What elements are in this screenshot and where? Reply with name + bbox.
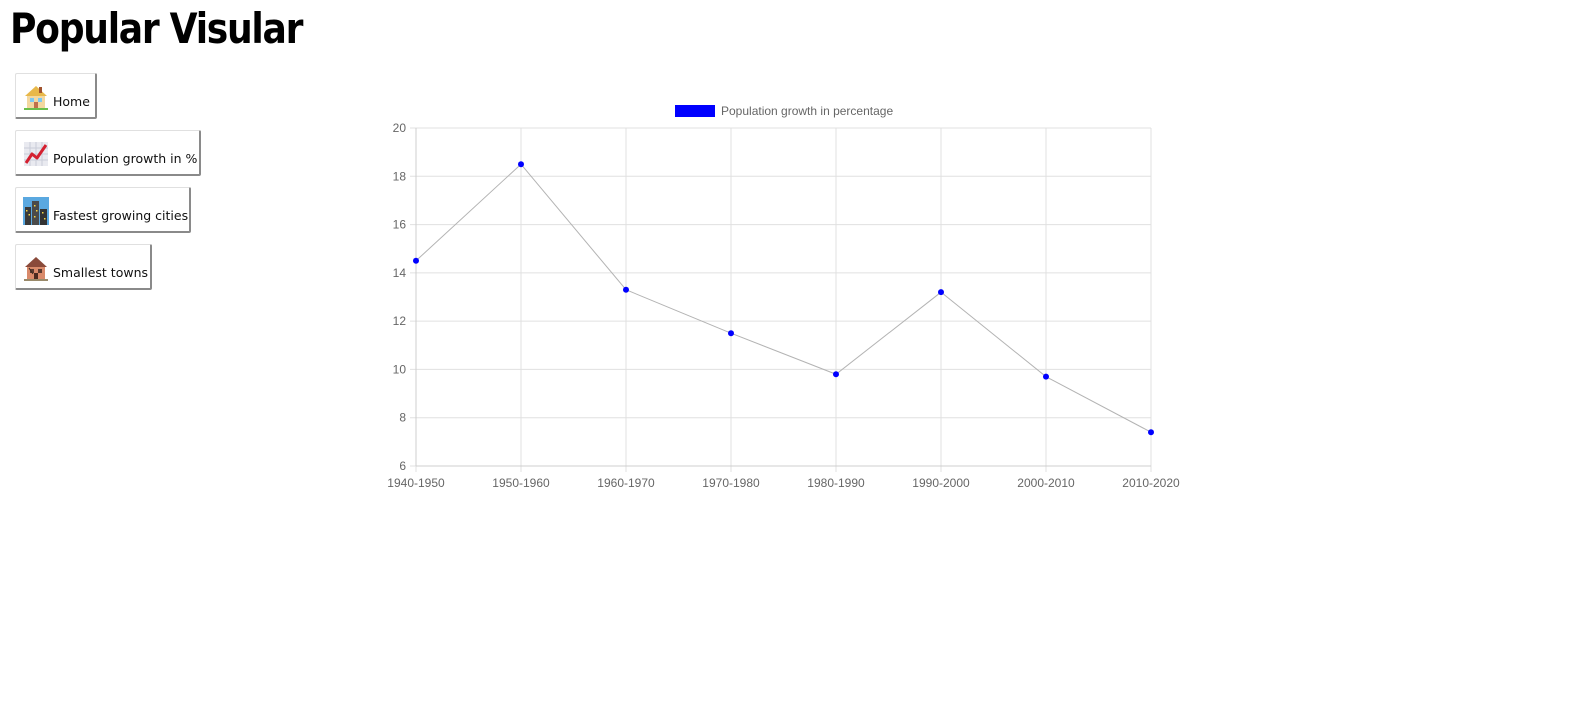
y-tick-label: 10: [393, 362, 407, 376]
legend-label: Population growth in percentage: [721, 104, 893, 118]
fastest-growing-cities-button[interactable]: Fastest growing cities: [15, 187, 191, 233]
y-tick-label: 8: [399, 411, 406, 425]
x-tick-label: 1990-2000: [912, 476, 970, 490]
home-button-label: Home: [53, 94, 90, 109]
smallest-towns-button-label: Smallest towns: [53, 265, 149, 280]
y-tick-label: 16: [393, 218, 407, 232]
cityscape-icon: [23, 197, 49, 225]
data-point: [623, 286, 629, 293]
y-tick-label: 6: [399, 459, 406, 473]
data-point: [1148, 429, 1154, 436]
legend-swatch: [675, 105, 715, 117]
x-tick-label: 1940-1950: [387, 476, 445, 490]
fastest-growing-cities-button-label: Fastest growing cities: [53, 208, 189, 223]
chart-legend: Population growth in percentage: [675, 104, 893, 118]
data-point: [1043, 373, 1049, 380]
population-growth-button[interactable]: Population growth in %: [15, 130, 201, 176]
population-growth-button-label: Population growth in %: [53, 151, 198, 166]
data-point: [518, 161, 524, 168]
series-line: [415, 163, 1152, 433]
chart-series: [413, 161, 1154, 436]
x-tick-label: 1960-1970: [597, 476, 655, 490]
x-tick-label: 1980-1990: [807, 476, 865, 490]
home-button[interactable]: Home: [15, 73, 97, 119]
y-tick-label: 20: [393, 121, 407, 135]
data-point: [413, 257, 419, 264]
house-icon: [23, 83, 49, 111]
chart-axes: 6 8 10 12 14 16 18 20 1940-1950 1950-1960 1960-197…: [387, 121, 1180, 490]
y-tick-label: 14: [393, 266, 407, 280]
derelict-house-icon: [23, 254, 49, 282]
x-tick-label: 1950-1960: [492, 476, 550, 490]
data-point: [938, 289, 944, 296]
smallest-towns-button[interactable]: Smallest towns: [15, 244, 152, 290]
data-point: [833, 371, 839, 378]
chart-increasing-icon: [23, 140, 49, 168]
chart-grid: [410, 127, 1152, 472]
y-tick-label: 18: [393, 169, 407, 183]
data-point: [728, 330, 734, 337]
page-title: Popular Visular: [10, 4, 303, 53]
x-tick-label: 2010-2020: [1122, 476, 1180, 490]
x-tick-label: 1970-1980: [702, 476, 760, 490]
y-tick-label: 12: [393, 314, 407, 328]
x-tick-label: 2000-2010: [1017, 476, 1075, 490]
